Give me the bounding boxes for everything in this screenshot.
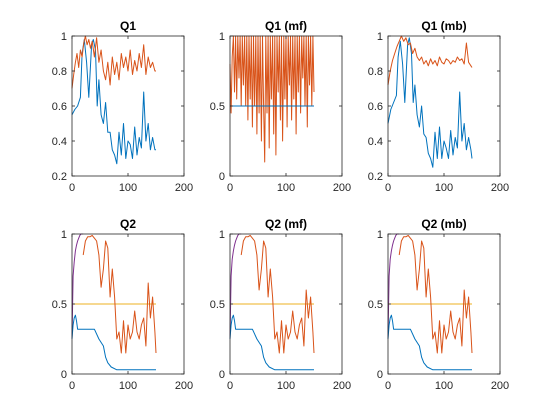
panel-title: Q2 (mb) [421, 217, 466, 231]
chart-panel-6: 0 100 200 0 0.5 1 Q2 (mb) [368, 217, 509, 392]
y-tick-label: 0.2 [52, 171, 67, 183]
series-line-1 [229, 233, 242, 340]
axes-box [71, 35, 185, 177]
series-line-2 [71, 35, 156, 89]
chart-panel-3: 0 100 200 0.2 0.4 0.6 0.8 1 Q1 (mb) [368, 19, 509, 194]
y-tick-label: 0.5 [210, 101, 225, 113]
series-line-2 [387, 35, 473, 86]
y-tick-label: 0 [61, 369, 67, 381]
x-tick-label: 200 [333, 182, 351, 194]
y-tick-label: 0 [219, 171, 225, 183]
x-tick-label: 200 [175, 380, 193, 392]
chart-panel-5: 0 100 200 0 0.5 1 Q2 (mf) [210, 217, 351, 392]
x-tick-label: 100 [277, 182, 295, 194]
y-tick-label: 0.5 [210, 299, 225, 311]
x-tick-label: 200 [175, 182, 193, 194]
series-line-1 [387, 37, 473, 168]
y-tick-label: 0 [377, 369, 383, 381]
chart-panel-1: 0 100 200 0.2 0.4 0.6 0.8 1 Q1 [52, 19, 193, 194]
chart-panel-4: 0 100 200 0 0.5 1 Q2 [52, 217, 193, 392]
x-tick-label: 0 [227, 380, 233, 392]
panel-title: Q1 (mb) [421, 19, 466, 33]
chart-panel-2: 0 100 200 0 0.5 1 Q1 (mf) [210, 19, 351, 194]
series-line-1 [387, 233, 400, 340]
x-tick-label: 100 [277, 380, 295, 392]
series-line-4 [240, 234, 315, 354]
y-tick-label: 0.6 [368, 101, 383, 113]
panel-title: Q2 (mf) [265, 217, 307, 231]
y-tick-label: 1 [61, 229, 67, 241]
x-tick-label: 200 [491, 380, 509, 392]
y-tick-label: 0.5 [52, 299, 67, 311]
y-tick-label: 0.8 [368, 66, 383, 78]
x-tick-label: 0 [385, 380, 391, 392]
x-tick-label: 0 [69, 182, 75, 194]
x-tick-label: 100 [119, 182, 137, 194]
series-line-3 [229, 314, 314, 371]
panel-title: Q1 (mf) [265, 19, 307, 33]
x-tick-label: 0 [385, 182, 391, 194]
series-line-3 [387, 314, 472, 371]
y-tick-label: 0.4 [368, 136, 383, 148]
x-tick-label: 200 [491, 182, 509, 194]
x-tick-label: 0 [227, 182, 233, 194]
x-tick-label: 100 [119, 380, 137, 392]
x-tick-label: 100 [435, 380, 453, 392]
y-tick-label: 1 [219, 31, 225, 43]
x-tick-label: 100 [435, 182, 453, 194]
y-tick-label: 0.6 [52, 101, 67, 113]
axes-box [387, 35, 501, 177]
series-line-4 [82, 234, 157, 354]
series-line-3 [71, 314, 156, 371]
panel-title: Q2 [120, 217, 136, 231]
y-tick-label: 1 [219, 229, 225, 241]
y-tick-label: 1 [377, 229, 383, 241]
x-tick-label: 200 [333, 380, 351, 392]
y-tick-label: 0 [219, 369, 225, 381]
y-tick-label: 0.2 [368, 171, 383, 183]
series-line-1 [71, 39, 156, 165]
series-line-4 [398, 234, 473, 354]
y-tick-label: 1 [61, 31, 67, 43]
series-line-1 [71, 233, 84, 340]
y-tick-label: 1 [377, 31, 383, 43]
y-tick-label: 0.8 [52, 66, 67, 78]
y-tick-label: 0.5 [368, 299, 383, 311]
series-line-1 [229, 35, 315, 163]
panel-title: Q1 [120, 19, 136, 33]
y-tick-label: 0.4 [52, 136, 67, 148]
x-tick-label: 0 [69, 380, 75, 392]
